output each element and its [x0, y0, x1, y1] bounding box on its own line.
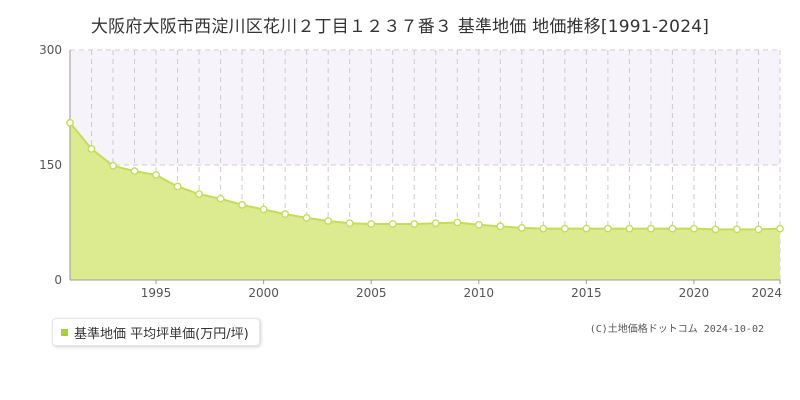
legend-swatch: [61, 328, 68, 336]
data-point: [647, 224, 655, 233]
y-tick-label: 0: [54, 273, 62, 287]
data-point: [345, 219, 354, 228]
y-tick-label: 150: [39, 158, 62, 172]
series-line: [69, 122, 781, 231]
data-point: [690, 224, 698, 233]
y-tick-label: 300: [39, 43, 62, 57]
data-point: [87, 144, 96, 153]
data-point: [238, 200, 247, 209]
data-point: [582, 224, 591, 233]
data-point: [302, 213, 311, 222]
data-point: [517, 223, 526, 232]
data-point: [776, 224, 784, 233]
data-point: [431, 219, 440, 228]
x-tick-label: 2000: [248, 286, 279, 300]
data-point: [560, 224, 569, 233]
data-point: [668, 224, 677, 233]
data-point: [711, 225, 720, 234]
plot-band: [70, 50, 780, 165]
x-tick-label: 2020: [679, 286, 710, 300]
data-point: [109, 161, 117, 170]
copyright-text: (C)土地価格ドットコム 2024-10-02: [589, 324, 764, 335]
data-point: [496, 222, 505, 231]
data-point: [367, 220, 376, 228]
x-tick-label: 1995: [141, 286, 172, 300]
data-point: [474, 220, 483, 229]
legend: 基準地価 平均坪単価(万円/坪): [52, 318, 260, 346]
x-tick-label: 2005: [356, 286, 387, 300]
series-area: [70, 122, 780, 280]
data-point: [259, 205, 268, 214]
data-point: [281, 210, 290, 218]
data-point: [324, 217, 333, 225]
data-point: [173, 182, 182, 191]
x-tick-label: 2024: [751, 286, 782, 300]
x-tick-label: 2015: [571, 286, 602, 300]
data-point: [754, 225, 763, 234]
data-point: [453, 218, 462, 227]
x-tick-label: 2010: [464, 286, 495, 300]
legend-label: 基準地価 平均坪単価(万円/坪): [74, 326, 249, 342]
data-point: [152, 171, 160, 179]
data-point: [733, 225, 741, 234]
data-point: [216, 194, 225, 203]
data-point: [195, 190, 203, 199]
chart-title: 大阪府大阪市西淀川区花川２丁目１２３７番３ 基準地価 地価推移[1991-202…: [90, 17, 710, 37]
data-point: [130, 167, 139, 176]
data-point: [603, 224, 612, 233]
data-point: [410, 220, 419, 228]
data-point: [66, 118, 74, 127]
data-point: [388, 220, 397, 228]
data-point: [625, 224, 634, 233]
data-point: [539, 224, 548, 233]
